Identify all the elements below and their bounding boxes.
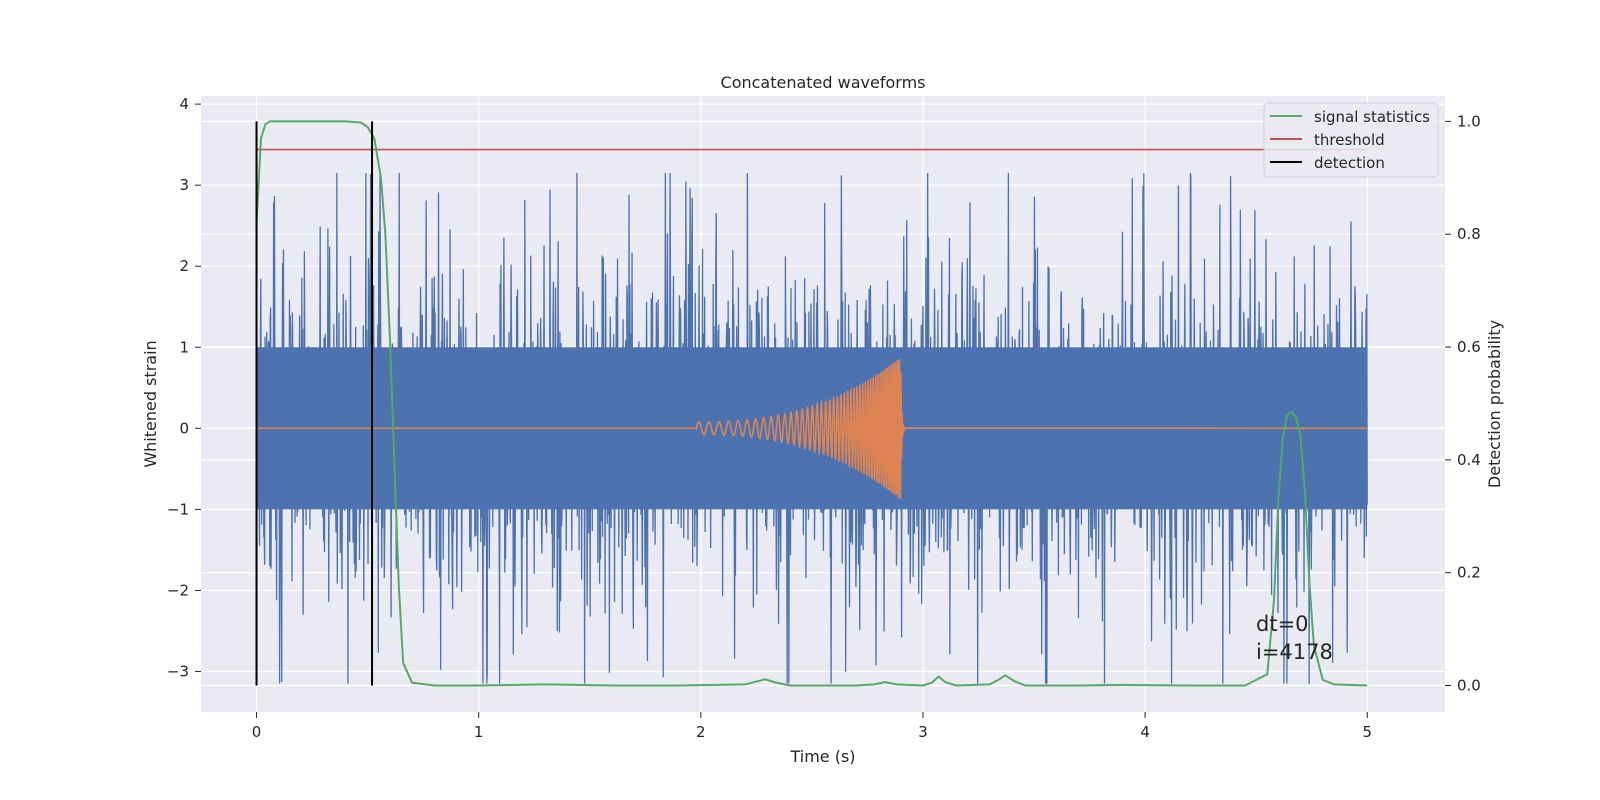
- y-right-tick-label: 0.0: [1457, 676, 1481, 694]
- series-layer: [255, 120, 1368, 687]
- y-right-tick-label: 0.8: [1457, 225, 1481, 243]
- annotation-index: i=4178: [1256, 640, 1333, 664]
- legend-threshold-label: threshold: [1314, 131, 1385, 149]
- y-right-tick-label: 0.4: [1457, 451, 1481, 469]
- x-tick-label: 4: [1140, 723, 1150, 741]
- legend-detection-label: detection: [1314, 154, 1385, 172]
- y-right-tick-label: 1.0: [1457, 112, 1481, 130]
- y-tick-label: −1: [167, 500, 189, 518]
- legend-signal-label: signal statistics: [1314, 108, 1430, 126]
- y-tick-label: 3: [179, 176, 189, 194]
- y-right-tick-label: 0.6: [1457, 338, 1481, 356]
- legend: signal statistics threshold detection: [1263, 102, 1439, 178]
- y-axis-label: Whitened strain: [141, 340, 160, 467]
- legend-box: [1263, 102, 1439, 178]
- y-tick-label: 0: [179, 419, 189, 437]
- ticks: 0 1 2 3 4 5 −3 −2 −1 0 1 2 3 4 0.0 0.2 0.4 0.6 0.8 1.0: [167, 95, 1481, 741]
- y-right-tick-label: 0.2: [1457, 564, 1481, 582]
- x-tick-label: 1: [474, 723, 484, 741]
- x-axis-label: Time (s): [789, 747, 855, 766]
- signal-statistics-series: [255, 120, 1368, 687]
- y-axis-right-label: Detection probability: [1485, 320, 1504, 488]
- y-tick-label: 1: [179, 338, 189, 356]
- y-tick-label: 2: [179, 257, 189, 275]
- x-tick-label: 3: [918, 723, 928, 741]
- x-tick-label: 5: [1362, 723, 1372, 741]
- y-tick-label: −2: [167, 581, 189, 599]
- annotation-dt: dt=0: [1256, 612, 1309, 636]
- y-tick-label: −3: [167, 662, 189, 680]
- chart-title: Concatenated waveforms: [721, 73, 926, 92]
- x-tick-label: 0: [252, 723, 262, 741]
- y-tick-label: 4: [179, 95, 189, 113]
- chirp-series: [256, 358, 1368, 500]
- x-tick-label: 2: [696, 723, 706, 741]
